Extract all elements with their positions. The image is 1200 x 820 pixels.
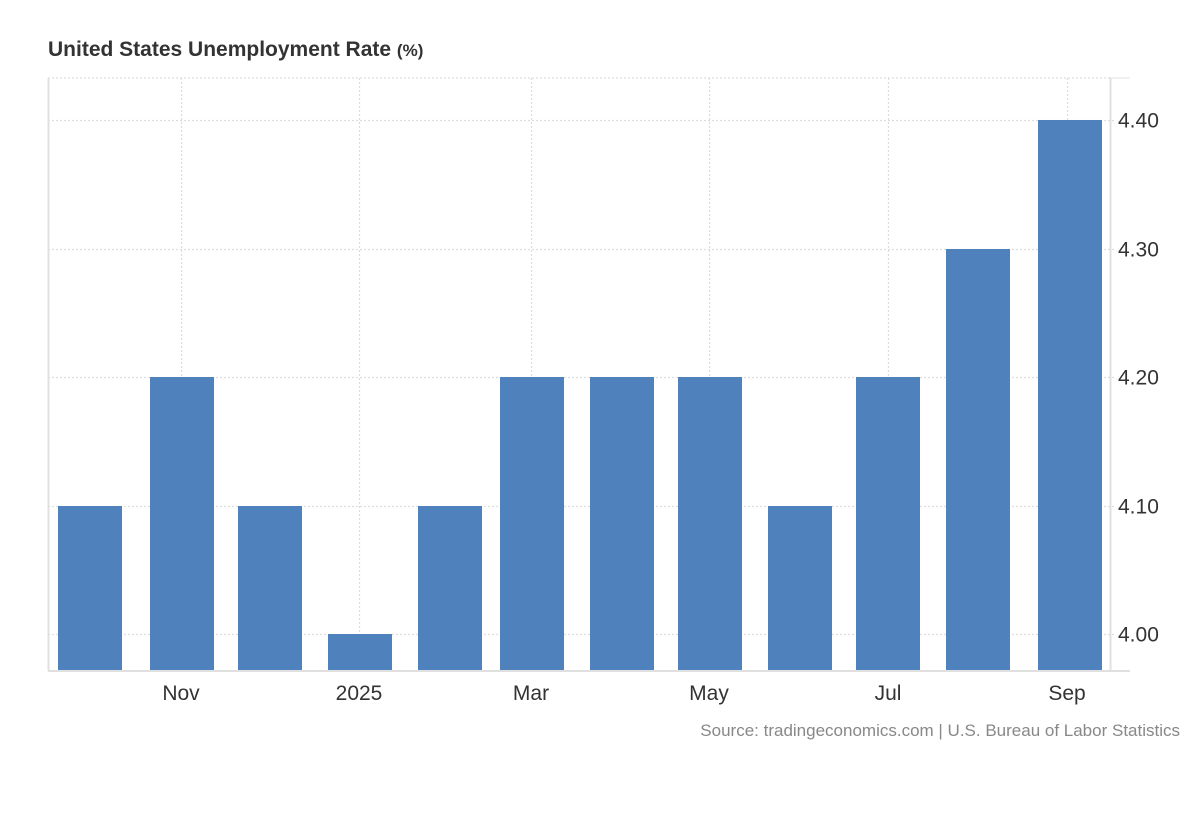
bar-jul[interactable] bbox=[856, 377, 920, 670]
x-tick-label: May bbox=[689, 682, 729, 705]
y-tick-label: 4.10 bbox=[1118, 496, 1159, 519]
y-tick-label: 4.40 bbox=[1118, 110, 1159, 133]
bar-aug[interactable] bbox=[946, 249, 1010, 670]
bar-jun[interactable] bbox=[768, 506, 832, 670]
chart-title-main: United States Unemployment Rate bbox=[48, 38, 392, 61]
bar-mar[interactable] bbox=[500, 377, 564, 670]
x-axis-ticks: Nov 2025 Mar May Jul Sep bbox=[162, 682, 1085, 705]
y-tick-label: 4.20 bbox=[1118, 367, 1159, 390]
bar-2025[interactable] bbox=[328, 634, 392, 670]
bar-may[interactable] bbox=[678, 377, 742, 670]
bar-feb[interactable] bbox=[418, 506, 482, 670]
bar-nov[interactable] bbox=[150, 377, 214, 670]
y-tick-label: 4.00 bbox=[1118, 624, 1159, 647]
bar-oct[interactable] bbox=[58, 506, 122, 670]
x-tick-label: 2025 bbox=[336, 682, 383, 705]
chart-title: United States Unemployment Rate (%) bbox=[48, 38, 423, 62]
bar-dec[interactable] bbox=[238, 506, 302, 670]
x-tick-label: Mar bbox=[513, 682, 549, 705]
y-tick-label: 4.30 bbox=[1118, 239, 1159, 262]
bar-sep[interactable] bbox=[1038, 120, 1102, 670]
x-tick-label: Sep bbox=[1048, 682, 1085, 705]
chart-title-unit: (%) bbox=[396, 41, 424, 60]
x-tick-label: Nov bbox=[162, 682, 200, 705]
source-credit: Source: tradingeconomics.com | U.S. Bure… bbox=[700, 721, 1180, 740]
y-axis-ticks: 4.40 4.30 4.20 4.10 4.00 bbox=[1118, 110, 1159, 647]
bar-apr[interactable] bbox=[590, 377, 654, 670]
x-tick-label: Jul bbox=[875, 682, 902, 705]
axes bbox=[47, 77, 1130, 672]
bars bbox=[58, 120, 1102, 670]
